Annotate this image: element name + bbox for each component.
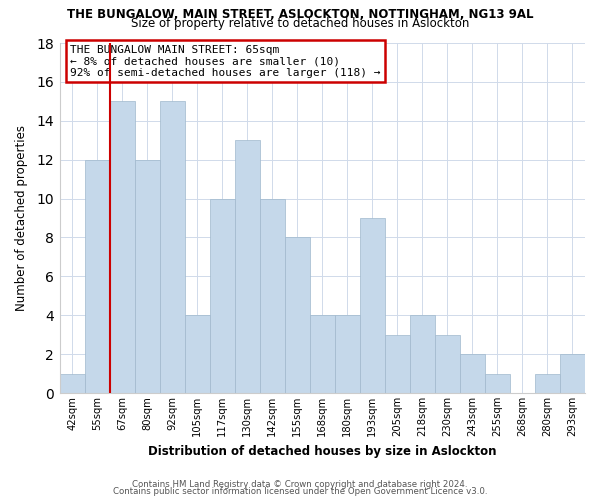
Bar [560,354,585,393]
Bar [134,160,160,393]
Bar [385,334,410,393]
Bar [260,198,285,393]
Bar [160,102,185,393]
Text: Contains HM Land Registry data © Crown copyright and database right 2024.: Contains HM Land Registry data © Crown c… [132,480,468,489]
Bar [335,315,360,393]
Text: Contains public sector information licensed under the Open Government Licence v3: Contains public sector information licen… [113,487,487,496]
Bar [485,374,510,393]
Bar [285,238,310,393]
Bar [235,140,260,393]
Bar [410,315,435,393]
Text: THE BUNGALOW, MAIN STREET, ASLOCKTON, NOTTINGHAM, NG13 9AL: THE BUNGALOW, MAIN STREET, ASLOCKTON, NO… [67,8,533,20]
Y-axis label: Number of detached properties: Number of detached properties [15,125,28,311]
Bar [310,315,335,393]
X-axis label: Distribution of detached houses by size in Aslockton: Distribution of detached houses by size … [148,444,497,458]
Bar [85,160,110,393]
Bar [360,218,385,393]
Bar [435,334,460,393]
Bar [210,198,235,393]
Bar [185,315,210,393]
Text: THE BUNGALOW MAIN STREET: 65sqm
← 8% of detached houses are smaller (10)
92% of : THE BUNGALOW MAIN STREET: 65sqm ← 8% of … [70,45,380,78]
Bar [460,354,485,393]
Text: Size of property relative to detached houses in Aslockton: Size of property relative to detached ho… [131,16,469,30]
Bar [535,374,560,393]
Bar [59,374,85,393]
Bar [110,102,134,393]
